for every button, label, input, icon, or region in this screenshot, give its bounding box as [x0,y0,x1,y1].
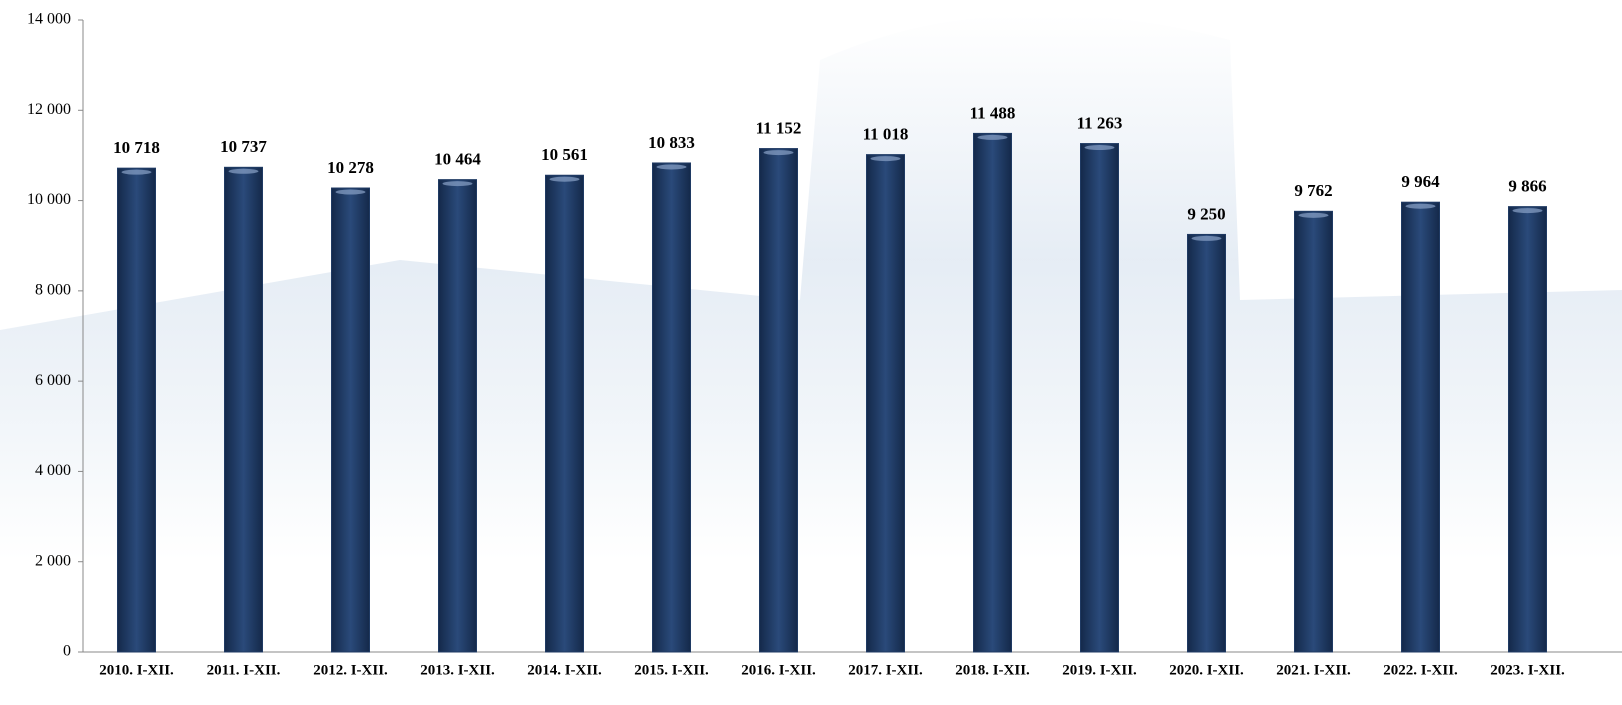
data-label: 10 464 [434,150,481,169]
x-tick-label: 2020. I-XII. [1169,662,1244,678]
y-tick-label: 6 000 [35,372,71,389]
bar-highlight [1512,208,1543,214]
y-tick-label: 14 000 [27,11,71,28]
data-label: 11 263 [1077,113,1123,132]
data-label: 9 250 [1187,204,1225,223]
x-tick-label: 2017. I-XII. [848,662,923,678]
y-tick-label: 0 [63,643,71,660]
bar [1187,233,1226,653]
bar-highlight [763,150,794,156]
y-tick-label: 2 000 [35,552,71,569]
data-label: 10 278 [327,158,374,177]
bar [117,167,156,653]
bar [1401,201,1440,653]
x-tick-label: 2013. I-XII. [420,662,495,678]
bar [866,154,905,653]
bar-highlight [1405,203,1436,209]
x-tick-label: 2021. I-XII. [1276,662,1351,678]
data-label: 11 488 [970,103,1016,122]
bar-highlight [549,176,580,182]
bar-highlight [1191,235,1222,241]
bar-highlight [1084,145,1115,151]
bar-highlight [870,156,901,162]
data-label: 10 718 [113,138,160,157]
bar-highlight [442,181,473,187]
x-tick-label: 2018. I-XII. [955,662,1030,678]
bar [973,132,1012,653]
x-tick-label: 2016. I-XII. [741,662,816,678]
bar [759,148,798,653]
bar [438,179,477,653]
data-label: 11 018 [863,125,909,144]
data-label: 10 737 [220,137,267,156]
bar [224,166,263,653]
bar-highlight [977,134,1008,140]
bar [331,187,370,653]
x-tick-label: 2012. I-XII. [313,662,388,678]
x-tick-label: 2014. I-XII. [527,662,602,678]
x-tick-label: 2010. I-XII. [99,662,174,678]
bar-highlight [1298,212,1329,218]
bar-highlight [335,189,366,195]
bar-highlight [121,169,152,175]
bar-highlight [228,168,259,174]
data-label: 11 152 [756,118,802,137]
y-tick-label: 10 000 [27,191,71,208]
data-label: 10 561 [541,145,588,164]
x-tick-label: 2011. I-XII. [207,662,281,678]
x-tick-label: 2015. I-XII. [634,662,709,678]
bar [652,162,691,653]
data-label: 9 762 [1294,181,1332,200]
data-label: 10 833 [648,133,695,152]
y-tick-label: 4 000 [35,462,71,479]
data-label: 9 866 [1508,177,1546,196]
bar [1508,206,1547,653]
bar [545,174,584,653]
x-tick-label: 2022. I-XII. [1383,662,1458,678]
bar [1294,210,1333,653]
bar-highlight [656,164,687,170]
x-tick-label: 2023. I-XII. [1490,662,1565,678]
y-tick-label: 12 000 [27,101,71,118]
data-label: 9 964 [1401,172,1440,191]
bar [1080,143,1119,653]
y-tick-label: 8 000 [35,282,71,299]
x-tick-label: 2019. I-XII. [1062,662,1137,678]
